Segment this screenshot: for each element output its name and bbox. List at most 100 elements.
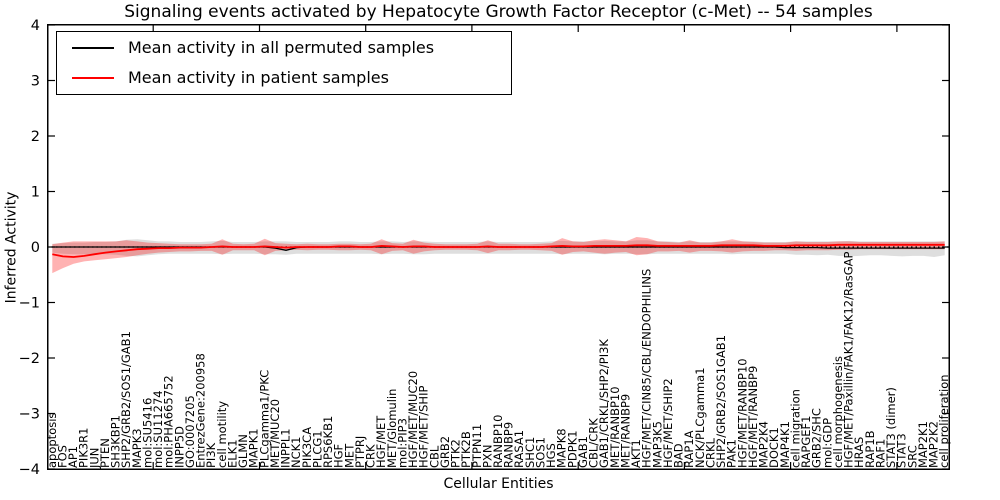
chart-canvas: apoptosisFOSAP1PIK3R1JUNPTENSH3KBP1SHP2/… xyxy=(19,18,952,478)
x-tick-label: RAP1B xyxy=(863,430,877,468)
x-tick-label: PTK2B xyxy=(459,431,473,468)
x-tick-label: SH3KBP1 xyxy=(109,415,123,468)
x-tick-label: HGF/MET/Paxillin/FAK1/FAK12/RasGAP xyxy=(842,251,856,468)
y-tick-label: −1 xyxy=(19,296,40,312)
x-tick-label: EntrezGene:200958 xyxy=(194,353,208,468)
x-tick-label: MET/RANBP10 xyxy=(608,386,622,468)
x-tick-label: RPS6KB1 xyxy=(321,416,335,468)
patient-mean-line xyxy=(52,243,945,258)
x-tick-label: HRAS xyxy=(852,437,866,468)
x-tick-label: PTPN11 xyxy=(470,424,484,468)
x-tick-label: HGF/MET/RANBP10 xyxy=(735,358,749,468)
x-tick-label: cell morphogenesis xyxy=(831,356,845,468)
x-tick-label: HGF/MET/SHIP2 xyxy=(661,378,675,468)
x-tick-label: CBL xyxy=(427,445,441,468)
y-tick-label: 3 xyxy=(31,74,40,90)
x-tick-label: AP1 xyxy=(66,446,80,468)
x-tick-label: SHP2/GRB2/SOS1GAB1 xyxy=(714,335,728,468)
y-tick-label: 1 xyxy=(31,185,40,201)
x-tick-label: GRB2/SHC xyxy=(810,408,824,468)
x-tick-label: GLMN xyxy=(236,434,250,468)
x-tick-label: MAPK3 xyxy=(130,428,144,468)
x-tick-label: cell motility xyxy=(215,401,229,468)
x-tick-label: MET/MUC20 xyxy=(268,399,282,468)
y-tick-label: 2 xyxy=(31,129,40,145)
x-tick-label: PTEN xyxy=(98,438,112,468)
x-tick-label: HGF/MET xyxy=(374,415,388,468)
x-tick-label: cell migration xyxy=(789,389,803,468)
x-tick-label: MAP2K1 xyxy=(916,421,930,468)
x-tick-label: CRKL xyxy=(704,437,718,468)
x-tick-label: HGF/MET/CIN85/CBL/ENDOPHILINS xyxy=(640,269,654,468)
x-tick-label: mol:PHA665752 xyxy=(162,375,176,468)
x-tick-label: RANBP10 xyxy=(491,415,505,468)
x-tick-label: HGF/MET/RANBP9 xyxy=(746,366,760,468)
x-tick-label: DOCK1 xyxy=(767,427,781,468)
x-tick-label: PIK3CA xyxy=(300,427,314,468)
x-tick-label: HGS xyxy=(544,443,558,468)
x-tick-label: mol:SU11274 xyxy=(151,390,165,468)
x-tick-label: RAPGEF1 xyxy=(799,416,813,468)
x-tick-label: HGF/MET/SHIP xyxy=(417,386,431,468)
legend: Mean activity in all permuted samples Me… xyxy=(56,31,512,95)
x-tick-label: SRC xyxy=(905,445,919,468)
legend-line-permuted-icon xyxy=(72,46,114,49)
x-tick-label: INPPL1 xyxy=(279,428,293,468)
y-axis-label: Inferred Activity xyxy=(3,191,20,304)
x-tick-label: mol:SU5416 xyxy=(140,398,154,468)
x-tick-label: MAP2K4 xyxy=(757,421,771,468)
x-tick-label: NCK1 xyxy=(289,437,303,469)
legend-line-patient-icon xyxy=(72,76,114,79)
x-tick-label: FOS xyxy=(55,445,69,468)
x-tick-label: PDPK1 xyxy=(565,430,579,468)
x-tick-label: RASA1 xyxy=(512,430,526,468)
x-tick-label: GAB1 xyxy=(576,436,590,468)
y-tick-label: −3 xyxy=(19,407,40,423)
x-tick-label: JUN xyxy=(87,448,101,469)
x-tick-label: MAPK8 xyxy=(555,428,569,468)
x-tick-label: cell proliferation xyxy=(937,374,951,468)
x-tick-label: PLCgamma1/PKC xyxy=(257,370,271,468)
x-tick-label: PAK1 xyxy=(725,439,739,468)
y-tick-label: 4 xyxy=(31,18,40,34)
x-tick-label: SOS1 xyxy=(534,437,548,468)
permuted-std-band xyxy=(52,239,945,257)
x-tick-label: CRK xyxy=(364,444,378,468)
x-tick-label: INPP5D xyxy=(172,426,186,468)
x-tick-label: GRB2 xyxy=(438,436,452,468)
y-tick-label: −2 xyxy=(19,351,40,367)
x-tick-label: MAP2K2 xyxy=(927,421,941,468)
x-tick-label: PLCG1 xyxy=(310,430,324,468)
x-tick-label: MET/RANBP9 xyxy=(619,394,633,468)
x-tick-label: BAD xyxy=(672,443,686,468)
x-tick-label: MET/Glomulin xyxy=(385,389,399,468)
x-tick-label: MET xyxy=(342,443,356,468)
x-tick-label: RAP1A xyxy=(682,430,696,468)
x-tick-label: CBL/CRK xyxy=(587,418,601,468)
x-tick-label: STAT3 (dimer) xyxy=(884,387,898,468)
x-tick-label: NCK/PLCgamma1 xyxy=(693,367,707,468)
x-tick-label: PTK2 xyxy=(449,439,463,468)
x-tick-label: mol:PIP3 xyxy=(395,418,409,468)
x-tick-label: PXN xyxy=(480,445,494,468)
legend-label-permuted: Mean activity in all permuted samples xyxy=(128,38,435,57)
chart-title: Signaling events activated by Hepatocyte… xyxy=(124,2,873,22)
legend-label-patient: Mean activity in patient samples xyxy=(128,68,389,87)
legend-item-patient: Mean activity in patient samples xyxy=(57,63,511,92)
x-tick-label: HGF xyxy=(332,444,346,468)
x-tick-label: ELK1 xyxy=(225,439,239,468)
x-tick-label: GO:0007205 xyxy=(183,395,197,468)
y-tick-label: −4 xyxy=(19,462,40,478)
x-tick-label: RAF1 xyxy=(873,439,887,468)
x-tick-label: SHP2/GRB2/SOS1/GAB1 xyxy=(119,331,133,468)
x-tick-label: MAP4K1 xyxy=(778,421,792,468)
x-axis-label: Cellular Entities xyxy=(443,476,554,492)
y-tick-label: 0 xyxy=(31,240,40,256)
x-tick-label: RANBP9 xyxy=(502,422,516,468)
x-tick-label: STAT3 xyxy=(895,433,909,468)
x-tick-label: GAB1/CRKL/SHP2/PI3K xyxy=(597,339,611,468)
legend-item-permuted: Mean activity in all permuted samples xyxy=(57,33,511,62)
x-tick-label: PI3K xyxy=(204,442,218,468)
x-tick-label: mol:GDP xyxy=(820,418,834,468)
